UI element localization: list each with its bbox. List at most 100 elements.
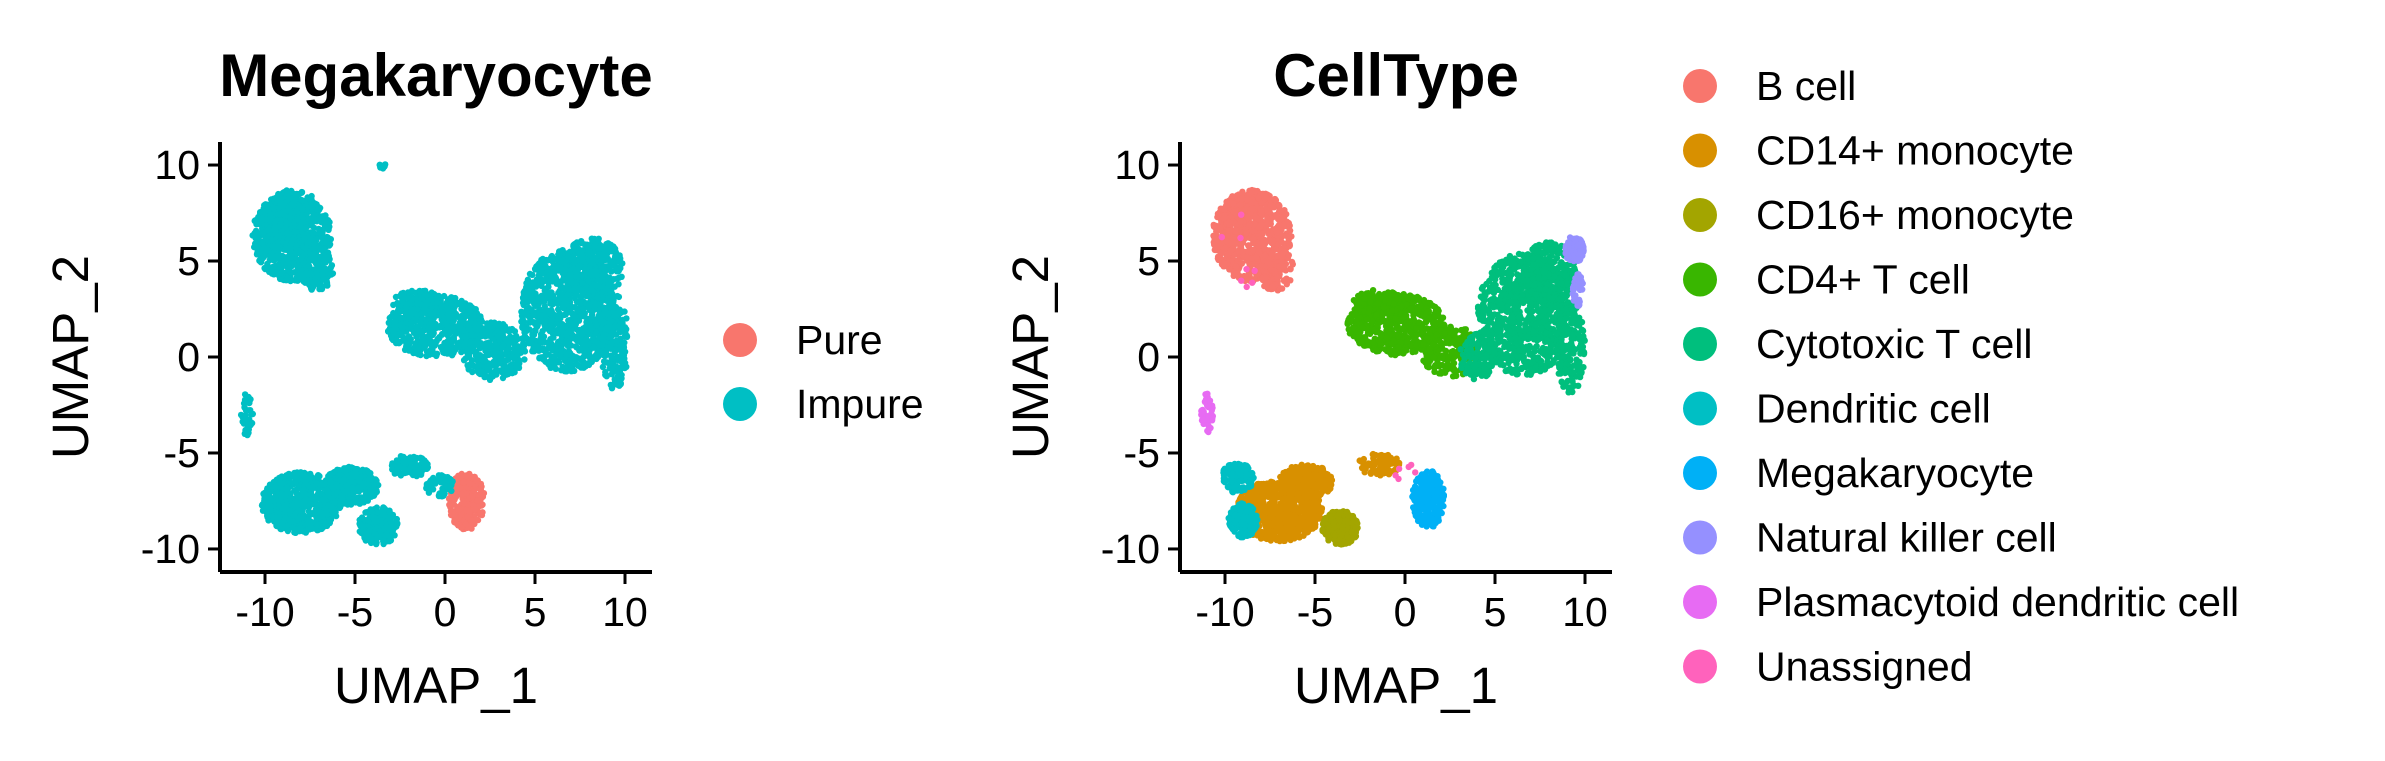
data-point (460, 342, 468, 350)
data-point (276, 198, 283, 205)
data-point (450, 336, 457, 343)
data-point (249, 410, 256, 418)
data-point (499, 344, 506, 351)
data-point (439, 488, 446, 495)
data-point (564, 291, 571, 299)
data-point (309, 198, 316, 205)
data-point (474, 341, 481, 349)
data-point (547, 300, 554, 307)
data-point (547, 254, 555, 262)
data-point (406, 320, 414, 328)
scatter-points (1198, 186, 1588, 548)
data-point (505, 344, 512, 352)
data-point (462, 521, 469, 528)
data-point (286, 517, 294, 524)
data-point (456, 484, 464, 492)
data-point (299, 252, 306, 260)
data-point (499, 367, 507, 375)
data-point (364, 480, 372, 488)
data-point (565, 358, 573, 366)
data-point (588, 252, 595, 259)
data-point (282, 223, 289, 231)
data-point (580, 305, 587, 313)
data-point (438, 301, 446, 309)
data-point (573, 240, 581, 247)
data-point (260, 253, 267, 261)
data-point (310, 229, 317, 237)
data-point (561, 339, 569, 346)
data-point (328, 262, 336, 269)
data-point (448, 347, 455, 354)
data-point (471, 506, 479, 513)
data-point (293, 207, 300, 214)
data-point (497, 354, 504, 361)
data-point (466, 339, 474, 346)
data-point (354, 485, 362, 492)
data-point (280, 208, 288, 215)
data-point (466, 303, 473, 310)
data-point (325, 268, 332, 275)
x-tick-label: 10 (602, 589, 648, 635)
data-point (577, 329, 585, 337)
data-point (572, 288, 579, 295)
data-point (327, 470, 335, 477)
data-point (313, 514, 320, 522)
data-point (300, 231, 307, 238)
data-point (561, 311, 568, 319)
legend-item: Pure (723, 317, 883, 363)
data-point (530, 299, 537, 306)
data-point (288, 253, 295, 261)
data-point (307, 235, 314, 243)
data-point (613, 375, 620, 382)
data-point (434, 335, 441, 343)
data-point (295, 265, 302, 273)
data-point (287, 508, 294, 515)
series-impure (237, 161, 631, 548)
data-point (572, 269, 580, 277)
data-point (275, 250, 282, 257)
data-point (468, 522, 475, 529)
data-point (542, 348, 549, 355)
data-point (427, 346, 434, 353)
data-point (458, 297, 465, 305)
data-point (406, 335, 414, 342)
data-point (395, 307, 402, 314)
data-point (283, 277, 290, 284)
data-point (408, 287, 416, 295)
data-point (448, 300, 455, 307)
x-tick-label: -5 (337, 589, 373, 635)
data-point (325, 226, 332, 233)
data-point (358, 528, 365, 535)
data-point (392, 336, 400, 344)
data-point (458, 491, 466, 498)
data-point (600, 264, 607, 271)
data-point (558, 345, 565, 352)
data-point (315, 474, 322, 481)
data-point (299, 486, 306, 494)
data-point (256, 257, 263, 264)
legend-label: Impure (796, 381, 924, 427)
legend-label: Pure (796, 317, 883, 363)
data-point (321, 245, 328, 253)
data-point (594, 294, 601, 301)
data-point (366, 537, 374, 544)
data-point (297, 525, 304, 532)
legend-key (723, 387, 757, 421)
data-point (383, 523, 391, 531)
data-point (582, 343, 589, 350)
data-point (323, 281, 331, 288)
data-point (314, 270, 321, 277)
data-point (571, 313, 578, 320)
data-point (284, 229, 291, 237)
data-point (465, 472, 472, 479)
data-point (386, 538, 393, 545)
data-point (336, 467, 343, 474)
data-point (405, 467, 412, 474)
data-point (464, 513, 471, 521)
data-point (356, 476, 363, 483)
data-point (618, 358, 625, 365)
data-point (311, 244, 318, 251)
data-point (515, 356, 522, 364)
